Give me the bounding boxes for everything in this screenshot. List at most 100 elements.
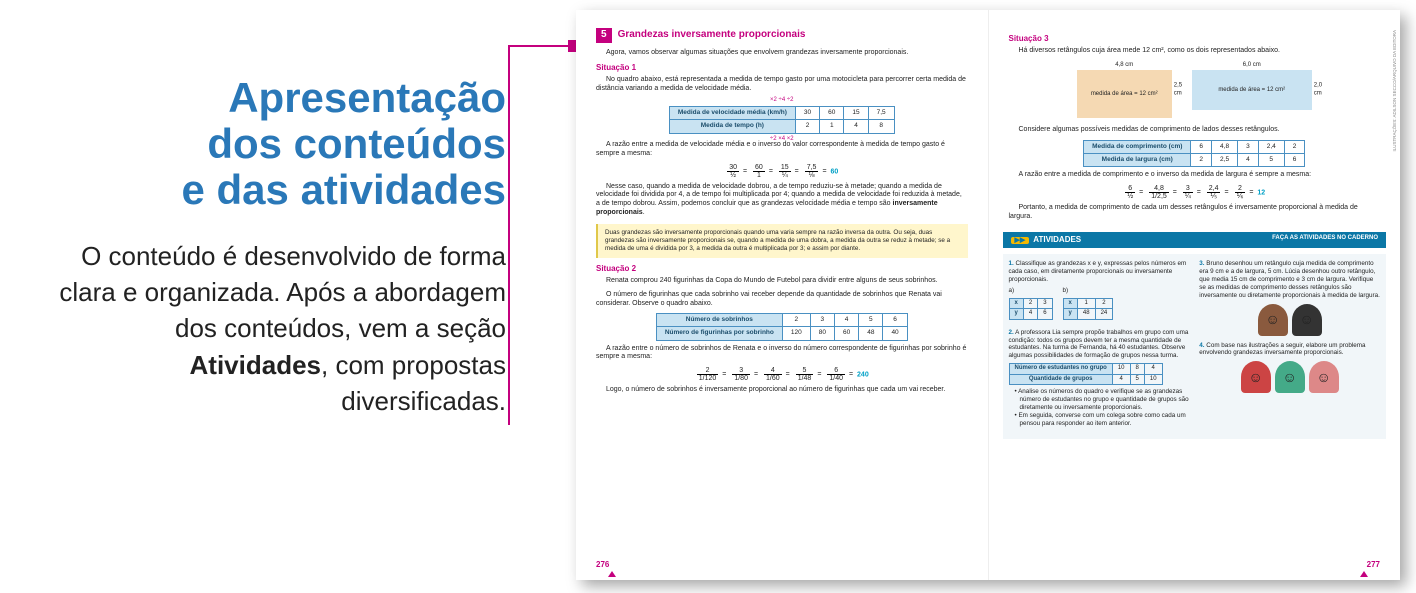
tbl2-row2-label: Número de figurinhas por sobrinho bbox=[656, 327, 782, 340]
definition-callout: Duas grandezas são inversamente proporci… bbox=[596, 224, 968, 259]
act1-table-a: a) x23y46 bbox=[1009, 287, 1053, 323]
act2-table: Número de estudantes no grupo1084 Quanti… bbox=[1009, 363, 1163, 385]
situacao-3-p2: Considere algumas possíveis medidas de c… bbox=[1009, 126, 1381, 135]
a1ax0: 2 bbox=[1023, 298, 1037, 309]
act1-table-b: b) x12y4824 bbox=[1063, 287, 1114, 323]
situacao-1-p3: Nesse caso, quando a medida de velocidad… bbox=[596, 183, 968, 218]
act3-text: Bruno desenhou um retângulo cuja medida … bbox=[1199, 260, 1380, 298]
rectangles-diagram: 4,8 cm medida de área = 12 cm² 2,5 cm 6,… bbox=[1009, 62, 1381, 119]
a1ay0: 4 bbox=[1023, 309, 1037, 320]
tbl1-row2-label: Medida de tempo (h) bbox=[669, 120, 795, 133]
title-line-3: e das atividades bbox=[182, 166, 507, 213]
atividades-title: ATIVIDADES bbox=[1033, 235, 1081, 244]
a2c2: 4 bbox=[1144, 364, 1162, 375]
section-title: Grandezas inversamente proporcionais bbox=[618, 29, 806, 42]
act2-bullet-1: • Analise os números do quadro e verifiq… bbox=[1015, 388, 1190, 412]
activity-4: 4. Com base nas ilustrações a seguir, el… bbox=[1199, 342, 1380, 394]
page-marker-icon bbox=[608, 571, 616, 577]
act1b-lbl: b) bbox=[1063, 287, 1069, 294]
situacao-3-p3: A razão entre a medida de comprimento e … bbox=[1009, 171, 1381, 180]
formula-1: 30½= 601= 15¼= 7,5⅛= 60 bbox=[596, 164, 968, 179]
a1bx1: 2 bbox=[1095, 298, 1113, 309]
arrows-top: ×2 ÷4 ÷2 bbox=[596, 97, 968, 105]
t2d0: 120 bbox=[782, 327, 810, 340]
act1a-lbl: a) bbox=[1009, 287, 1015, 294]
image-credit: ILUSTRAÇÕES: ADILSON SECCO/ARQUIVO DA ED… bbox=[1392, 30, 1398, 151]
feature-title: Apresentação dos conteúdos e das ativida… bbox=[36, 75, 506, 214]
a1by1: 24 bbox=[1095, 309, 1113, 320]
formula-2: 21/120= 31/80= 41/60= 51/48= 61/40= 240 bbox=[596, 367, 968, 382]
t2c3: 5 bbox=[859, 314, 883, 327]
avatar-icon: ☺ bbox=[1258, 304, 1288, 336]
rect-a-box: medida de área = 12 cm² bbox=[1077, 70, 1172, 118]
page-marker-icon bbox=[1360, 571, 1368, 577]
avatar-icon: ☺ bbox=[1292, 304, 1322, 336]
feature-description: O conteúdo é desenvolvido de forma clara… bbox=[36, 238, 506, 420]
intro-text: Agora, vamos observar algumas situações … bbox=[596, 49, 968, 58]
rect-b-width: 6,0 cm bbox=[1192, 62, 1312, 70]
section-number: 5 bbox=[596, 28, 612, 43]
section-header: 5 Grandezas inversamente proporcionais bbox=[596, 28, 968, 43]
act4-text: Com base nas ilustrações a seguir, elabo… bbox=[1199, 342, 1365, 357]
t2d2: 60 bbox=[834, 327, 858, 340]
t3c3: 2,4 bbox=[1258, 141, 1284, 154]
tbl1-row1-label: Medida de velocidade média (km/h) bbox=[669, 107, 795, 120]
situacao-1-p1: No quadro abaixo, está representada a me… bbox=[596, 76, 968, 94]
activity-2: 2. A professora Lia sempre propõe trabal… bbox=[1009, 329, 1190, 428]
a2b2: Em seguida, converse com um colega sobre… bbox=[1018, 412, 1185, 427]
a2d1: 5 bbox=[1130, 374, 1144, 385]
tbl1-d3: 8 bbox=[868, 120, 894, 133]
a1by0: 48 bbox=[1077, 309, 1095, 320]
avatar-icon: ☺ bbox=[1241, 361, 1271, 393]
arrows-bottom: ÷2 ×4 ×2 bbox=[596, 136, 968, 144]
page-number-right: 277 bbox=[1367, 560, 1380, 570]
situacao-3-p1: Há diversos retângulos cuja área mede 12… bbox=[1009, 47, 1381, 56]
t2c2: 4 bbox=[834, 314, 858, 327]
tbl1-d2: 4 bbox=[844, 120, 868, 133]
left-description-block: Apresentação dos conteúdos e das ativida… bbox=[36, 75, 506, 420]
situacao-1-p2: A razão entre a medida de velocidade méd… bbox=[596, 141, 968, 159]
act1-text: Classifique as grandezas x e y, expressa… bbox=[1009, 260, 1187, 283]
table-retangulos: Medida de comprimento (cm) 64,832,42 Med… bbox=[1083, 140, 1305, 167]
t3d4: 6 bbox=[1284, 154, 1305, 167]
book-page-left: 5 Grandezas inversamente proporcionais A… bbox=[576, 10, 989, 580]
page-number-left: 276 bbox=[596, 560, 609, 570]
situacao-2-p2: O número de figurinhas que cada sobrinho… bbox=[596, 291, 968, 309]
t3d0: 2 bbox=[1191, 154, 1212, 167]
desc-part-2: , com propostas diversificadas. bbox=[321, 350, 506, 416]
t2c0: 2 bbox=[782, 314, 810, 327]
act1-num: 1. bbox=[1009, 260, 1014, 267]
rectangle-b: 6,0 cm medida de área = 12 cm² 2,0 cm bbox=[1192, 62, 1312, 119]
t3d3: 5 bbox=[1258, 154, 1284, 167]
situacao-3-label: Situação 3 bbox=[1009, 34, 1381, 44]
activity-3: 3. Bruno desenhou um retângulo cuja medi… bbox=[1199, 260, 1380, 335]
play-icon: ▶▶ bbox=[1011, 237, 1030, 244]
act3-num: 3. bbox=[1199, 260, 1204, 267]
title-line-2: dos conteúdos bbox=[207, 120, 506, 167]
illustration-kids-2: ☺ ☺ ☺ bbox=[1199, 361, 1380, 393]
a2c1: 8 bbox=[1130, 364, 1144, 375]
title-line-1: Apresentação bbox=[228, 74, 506, 121]
situacao-2-p4: Logo, o número de sobrinhos é inversamen… bbox=[596, 386, 968, 395]
desc-bold: Atividades bbox=[190, 350, 322, 380]
table-velocidade-tempo: Medida de velocidade média (km/h) 306015… bbox=[669, 106, 895, 133]
rect-a-width: 4,8 cm bbox=[1077, 62, 1172, 70]
t3d1: 2,5 bbox=[1212, 154, 1238, 167]
t3c4: 2 bbox=[1284, 141, 1305, 154]
rect-b-box: medida de área = 12 cm² bbox=[1192, 70, 1312, 110]
t3c0: 6 bbox=[1191, 141, 1212, 154]
act2-text: A professora Lia sempre propõe trabalhos… bbox=[1009, 329, 1189, 360]
a2d2: 10 bbox=[1144, 374, 1162, 385]
t2d3: 48 bbox=[859, 327, 883, 340]
tbl3-row1-label: Medida de comprimento (cm) bbox=[1084, 141, 1191, 154]
formula-2-result: 240 bbox=[857, 371, 869, 378]
rectangle-a: 4,8 cm medida de área = 12 cm² 2,5 cm bbox=[1077, 62, 1172, 119]
situacao-2-p3: A razão entre o número de sobrinhos de R… bbox=[596, 345, 968, 363]
desc-part-1: O conteúdo é desenvolvido de forma clara… bbox=[59, 241, 506, 344]
activities-col-left: 1. Classifique as grandezas x e y, expre… bbox=[1009, 260, 1190, 433]
table-sobrinhos: Número de sobrinhos 23456 Número de figu… bbox=[656, 313, 908, 340]
tbl1-c1: 60 bbox=[820, 107, 844, 120]
activity-1: 1. Classifique as grandezas x e y, expre… bbox=[1009, 260, 1190, 322]
connector-line bbox=[508, 45, 576, 47]
act4-num: 4. bbox=[1199, 342, 1204, 349]
